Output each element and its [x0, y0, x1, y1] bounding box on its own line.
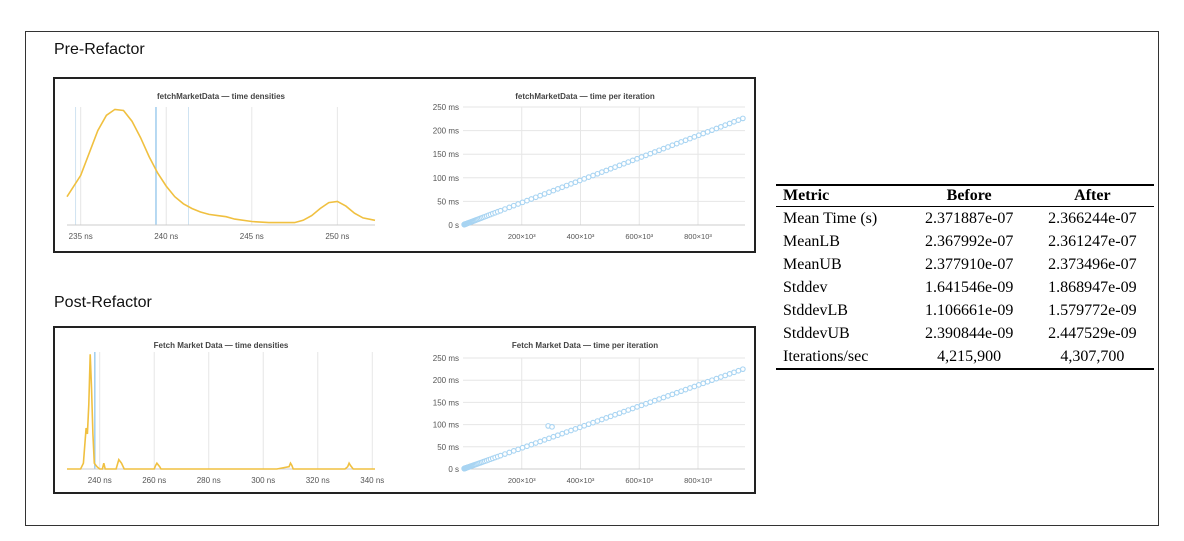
- pre-refactor-panel: fetchMarketData — time densities 235 ns 24…: [53, 77, 756, 253]
- after-value: 4,307,700: [1060, 347, 1125, 365]
- x-tick-label: 200×10³: [508, 476, 536, 485]
- metric-name: Iterations/sec: [783, 347, 869, 365]
- post-refactor-label: Post-Refactor: [54, 294, 152, 311]
- y-tick-label: 150 ms: [433, 150, 459, 159]
- before-value: 4,215,900: [937, 347, 1002, 365]
- metric-name: Mean Time (s): [783, 209, 878, 227]
- metric-name: MeanUB: [783, 255, 842, 273]
- y-tick-label: 0 s: [448, 465, 459, 474]
- x-tick-label: 800×10³: [684, 476, 712, 485]
- table-header-row: Metric Before After: [776, 185, 1154, 207]
- x-tick-label: 240 ns: [154, 232, 178, 241]
- y-tick-label: 250 ms: [433, 354, 459, 363]
- header-after: After: [1074, 187, 1111, 204]
- x-tick-label: 240 ns: [88, 476, 112, 485]
- density-curve: [66, 108, 376, 224]
- table-row: StddevLB 1.106661e-09 1.579772e-09: [776, 299, 1154, 322]
- x-tick-label: 800×10³: [684, 232, 712, 241]
- data-point: [740, 115, 746, 122]
- y-tick-label: 200 ms: [433, 376, 459, 385]
- table-row: Mean Time (s) 2.371887e-07 2.366244e-07: [776, 207, 1154, 231]
- y-tick-label: 200 ms: [433, 127, 459, 136]
- metrics-table: Metric Before After Mean Time (s) 2.37188…: [776, 184, 1154, 370]
- table-row: Stddev 1.641546e-09 1.868947e-09: [776, 276, 1154, 299]
- x-tick-label: 400×10³: [567, 476, 595, 485]
- post-refactor-panel: Fetch Market Data — time densities 240 ns…: [53, 326, 756, 494]
- y-tick-label: 100 ms: [433, 421, 459, 430]
- x-tick-label: 280 ns: [197, 476, 221, 485]
- x-tick-label: 600×10³: [625, 232, 653, 241]
- chart-title: Fetch Market Data — time densities: [154, 341, 289, 350]
- metric-name: Stddev: [783, 278, 828, 296]
- after-value: 2.373496e-07: [1048, 255, 1137, 273]
- x-tick-label: 320 ns: [306, 476, 330, 485]
- y-tick-label: 0 s: [448, 221, 459, 230]
- header-before: Before: [946, 187, 992, 204]
- x-tick-label: 245 ns: [240, 232, 264, 241]
- metric-name: StddevLB: [783, 301, 848, 319]
- x-tick-label: 250 ns: [325, 232, 349, 241]
- chart-title: Fetch Market Data — time per iteration: [512, 341, 658, 350]
- before-value: 2.390844e-09: [924, 324, 1014, 342]
- metric-name: MeanLB: [783, 232, 840, 250]
- x-tick-label: 235 ns: [69, 232, 93, 241]
- x-tick-label: 200×10³: [508, 232, 536, 241]
- after-value: 1.579772e-09: [1048, 301, 1137, 319]
- pre-refactor-charts: fetchMarketData — time densities 235 ns 24…: [66, 92, 746, 241]
- table-row: Iterations/sec 4,215,900 4,307,700: [776, 345, 1154, 369]
- x-tick-label: 600×10³: [625, 476, 653, 485]
- post-refactor-charts: Fetch Market Data — time densities 240 ns…: [67, 341, 746, 485]
- after-value: 2.447529e-09: [1048, 324, 1137, 342]
- density-curve: [67, 354, 375, 470]
- pre-refactor-label: Pre-Refactor: [54, 41, 145, 58]
- before-value: 1.641546e-09: [924, 278, 1014, 296]
- y-tick-label: 150 ms: [433, 398, 459, 407]
- header-metric: Metric: [783, 187, 830, 204]
- y-tick-label: 250 ms: [433, 103, 459, 112]
- before-value: 2.377910e-07: [924, 255, 1014, 273]
- before-value: 1.106661e-09: [924, 301, 1014, 319]
- y-tick-label: 50 ms: [437, 197, 459, 206]
- table-row: StddevUB 2.390844e-09 2.447529e-09: [776, 322, 1154, 345]
- after-value: 2.361247e-07: [1048, 232, 1137, 250]
- x-tick-label: 300 ns: [251, 476, 275, 485]
- table-row: MeanLB 2.367992e-07 2.361247e-07: [776, 230, 1154, 253]
- after-value: 2.366244e-07: [1048, 209, 1137, 227]
- y-tick-label: 50 ms: [437, 443, 459, 452]
- x-tick-label: 400×10³: [567, 232, 595, 241]
- before-value: 2.367992e-07: [924, 232, 1014, 250]
- table-row: MeanUB 2.377910e-07 2.373496e-07: [776, 253, 1154, 276]
- y-tick-label: 100 ms: [433, 174, 459, 183]
- chart-title: fetchMarketData — time densities: [157, 92, 286, 101]
- chart-title: fetchMarketData — time per iteration: [515, 92, 655, 101]
- figure-frame: [25, 31, 1159, 526]
- x-tick-label: 340 ns: [360, 476, 384, 485]
- data-point: [740, 366, 746, 373]
- before-value: 2.371887e-07: [924, 209, 1014, 227]
- x-tick-label: 260 ns: [142, 476, 166, 485]
- metric-name: StddevUB: [783, 324, 850, 342]
- outlier-point: [549, 423, 555, 430]
- after-value: 1.868947e-09: [1048, 278, 1137, 296]
